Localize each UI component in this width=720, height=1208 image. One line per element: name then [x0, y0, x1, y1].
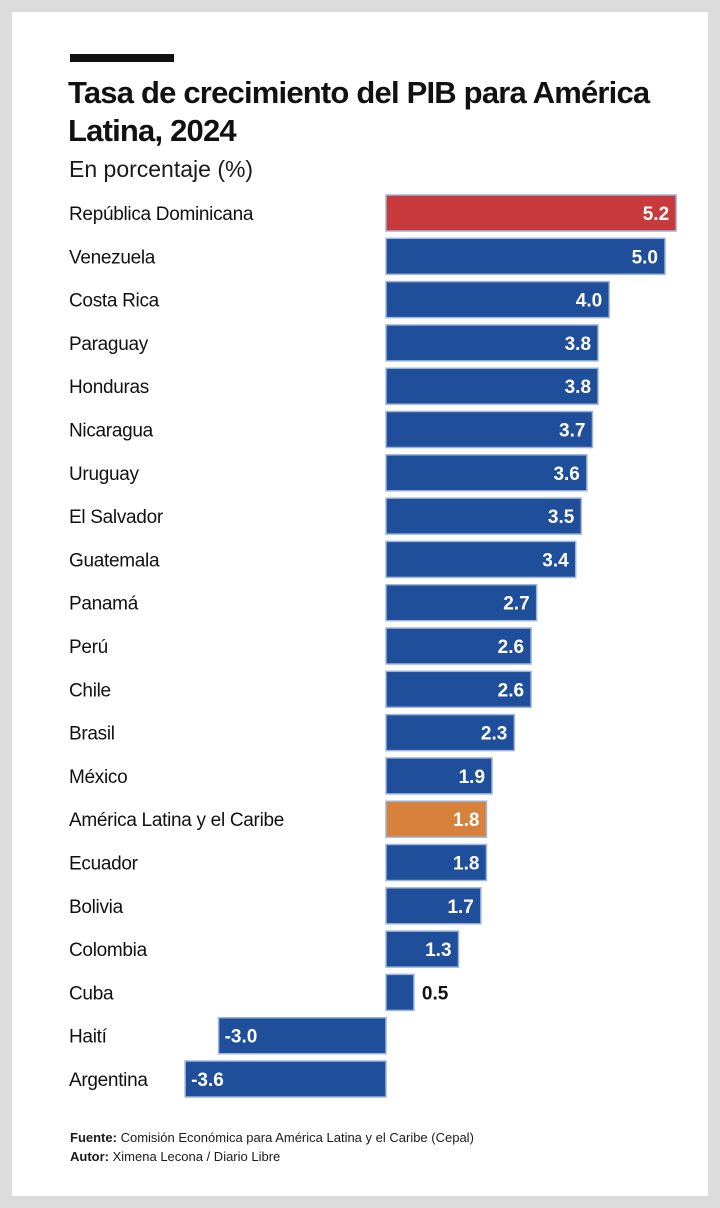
value-label: 2.6: [498, 680, 524, 701]
value-label: 5.2: [643, 204, 669, 225]
category-label: Nicaragua: [69, 421, 154, 442]
value-label: 2.3: [481, 724, 507, 745]
category-label: Ecuador: [69, 854, 139, 875]
bar: [385, 540, 577, 579]
category-label: Uruguay: [69, 464, 140, 485]
value-label: 3.7: [559, 421, 585, 442]
chart-footer: Fuente: Comisión Económica para América …: [70, 1128, 690, 1166]
category-label: Venezuela: [69, 247, 156, 268]
source-line: Fuente: Comisión Económica para América …: [70, 1128, 690, 1147]
category-label: México: [69, 767, 127, 788]
category-label: Panamá: [69, 594, 139, 615]
category-label: República Dominicana: [69, 204, 254, 225]
value-label: 2.6: [498, 637, 524, 658]
bar: [217, 1016, 387, 1055]
value-label: 3.4: [542, 550, 569, 571]
bar: [385, 670, 532, 709]
category-label: Argentina: [69, 1070, 148, 1091]
bar: [385, 583, 538, 622]
category-label: Guatemala: [69, 550, 160, 571]
value-label: -3.0: [225, 1027, 258, 1048]
category-label: Paraguay: [69, 334, 149, 355]
bar: [385, 973, 415, 1012]
value-label: 1.8: [453, 854, 479, 875]
bar: [385, 237, 666, 276]
value-label: 4.0: [576, 291, 602, 312]
bar: [385, 627, 532, 665]
value-label: 3.6: [553, 464, 579, 485]
source-label: Fuente:: [70, 1130, 117, 1145]
category-label: El Salvador: [69, 507, 164, 528]
value-label: 5.0: [632, 247, 658, 268]
category-label: Brasil: [69, 724, 115, 745]
category-label: Perú: [69, 637, 108, 658]
bar: [385, 843, 488, 882]
title-rule: [70, 54, 174, 62]
bar: [385, 757, 493, 795]
category-label: Bolivia: [69, 897, 124, 918]
value-label: 1.7: [447, 897, 473, 918]
value-label: -3.6: [191, 1070, 224, 1091]
value-label: 2.7: [503, 594, 529, 615]
chart-subtitle: En porcentaje (%): [69, 156, 254, 182]
bar: [385, 713, 516, 752]
value-label: 1.8: [453, 810, 479, 831]
author-line: Autor: Ximena Lecona / Diario Libre: [70, 1147, 690, 1166]
author-label: Autor:: [70, 1149, 109, 1164]
value-label: 3.8: [565, 334, 591, 355]
source-text: Comisión Económica para América Latina y…: [120, 1130, 474, 1145]
chart-title: Tasa de crecimiento del PIB para América…: [68, 75, 650, 148]
bar: [385, 410, 594, 449]
value-label: 3.8: [565, 377, 591, 398]
category-label: Costa Rica: [69, 291, 160, 312]
category-label: América Latina y el Caribe: [69, 810, 284, 831]
category-label: Honduras: [69, 377, 149, 398]
chart-card: Tasa de crecimiento del PIB para América…: [12, 12, 708, 1196]
value-label: 1.3: [425, 940, 451, 961]
bar: [184, 1060, 387, 1098]
bar: [385, 324, 599, 362]
value-label: 1.9: [459, 767, 485, 788]
author-text: Ximena Lecona / Diario Libre: [112, 1149, 281, 1164]
bar: [385, 497, 583, 535]
bar: [385, 367, 599, 405]
category-label: Chile: [69, 680, 111, 701]
bar: [385, 930, 460, 968]
category-label: Haití: [69, 1027, 108, 1048]
bar-chart: República Dominicana 5.2 Venezuela 5.0 Costa…: [69, 194, 677, 1098]
category-label: Colombia: [69, 940, 148, 961]
bar: [385, 454, 588, 492]
bar: [385, 887, 482, 925]
bar: [385, 800, 488, 838]
value-label: 0.5: [422, 983, 449, 1004]
value-label: 3.5: [548, 507, 575, 528]
bar: [385, 280, 610, 319]
bar: [385, 194, 677, 232]
category-label: Cuba: [69, 983, 114, 1004]
